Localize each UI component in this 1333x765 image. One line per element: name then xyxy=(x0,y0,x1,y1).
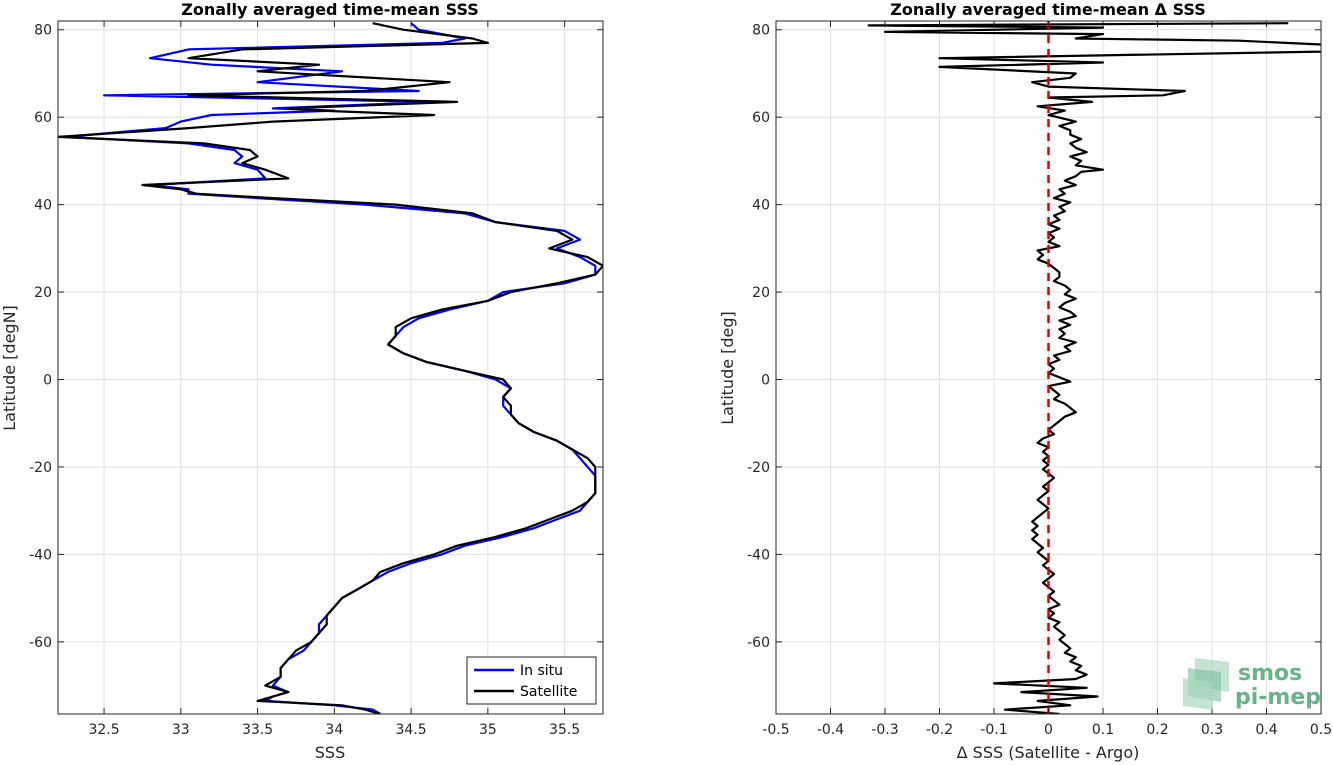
logo-mark-icon xyxy=(1183,658,1229,710)
sss-xtick-label: 32.5 xyxy=(88,722,119,738)
delta-sss-xtick-label: -0.4 xyxy=(817,722,844,738)
delta-sss-xtick-label: -0.5 xyxy=(762,722,789,738)
delta-sss-panel-ylabel: Latitude [deg] xyxy=(718,311,737,425)
sss-xtick-label: 35 xyxy=(479,722,497,738)
sss-xtick-label: 33.5 xyxy=(242,722,273,738)
legend-label-satellite: Satellite xyxy=(520,684,577,700)
sss-panel: Zonally averaged time-mean SSS 32.5 33 33.… xyxy=(0,0,604,762)
legend: In situ Satellite xyxy=(466,656,597,705)
sss-panel-ticks: 32.5 33 33.5 34 34.5 35 35.5 -60 -40 -20 0 20 40 60 80 xyxy=(29,21,603,738)
sss-panel-frame xyxy=(57,20,604,715)
sss-series-group xyxy=(58,22,603,714)
delta-sss-panel-ticks: -0.5 -0.4 -0.3 -0.2 -0.1 0 0.1 0.2 0.3 0.4 0.5 -60 -… xyxy=(747,21,1332,738)
sss-ytick-label: -60 xyxy=(29,635,52,651)
sss-ytick-label: 0 xyxy=(43,373,52,389)
sss-panel-xlabel: SSS xyxy=(315,743,345,762)
delta-sss-xtick-label: 0.5 xyxy=(1310,722,1332,738)
delta-sss-series-line-0 xyxy=(867,22,1321,714)
delta-sss-ytick-label: 40 xyxy=(752,198,770,214)
legend-label-in-situ: In situ xyxy=(520,663,563,679)
delta-sss-xtick-label: 0.3 xyxy=(1201,722,1223,738)
sss-xtick-label: 34 xyxy=(325,722,343,738)
sss-ytick-label: 80 xyxy=(34,23,52,39)
sss-panel-series xyxy=(58,22,603,714)
delta-sss-panel-title: Zonally averaged time-mean Δ SSS xyxy=(890,0,1206,19)
delta-sss-ytick-label: 60 xyxy=(752,110,770,126)
sss-ytick-label: 20 xyxy=(34,285,52,301)
delta-sss-xtick-label: -0.3 xyxy=(871,722,898,738)
sss-ytick-label: -20 xyxy=(29,460,52,476)
sss-xtick-label: 33 xyxy=(172,722,190,738)
sss-series-line-satellite xyxy=(58,22,603,714)
delta-sss-xtick-label: -0.1 xyxy=(980,722,1007,738)
sss-ytick-label: -40 xyxy=(29,547,52,563)
delta-sss-panel: Zonally averaged time-mean Δ SSS -0.5 -0.… xyxy=(718,0,1332,762)
sss-xtick-label: 34.5 xyxy=(396,722,427,738)
logo-text-pi-mep: pi-mep xyxy=(1235,685,1321,710)
sss-ytick-label: 40 xyxy=(34,198,52,214)
sss-ytick-label: 60 xyxy=(34,110,52,126)
legend-box xyxy=(466,656,597,705)
delta-sss-ytick-label: 0 xyxy=(761,373,770,389)
delta-sss-ytick-label: -40 xyxy=(747,547,770,563)
delta-sss-ytick-label: -20 xyxy=(747,460,770,476)
delta-sss-ytick-label: 20 xyxy=(752,285,770,301)
delta-sss-xtick-label: 0.4 xyxy=(1255,722,1277,738)
delta-sss-ytick-label: 80 xyxy=(752,23,770,39)
delta-sss-panel-series xyxy=(867,21,1321,714)
delta-sss-xtick-label: 0 xyxy=(1044,722,1053,738)
delta-sss-ytick-label: -60 xyxy=(747,635,770,651)
logo-text-smos: smos xyxy=(1238,661,1302,686)
delta-sss-series-group xyxy=(867,21,1321,714)
delta-sss-xtick-label: 0.1 xyxy=(1092,722,1114,738)
sss-xtick-label: 35.5 xyxy=(549,722,580,738)
delta-sss-panel-xlabel: Δ SSS (Satellite - Argo) xyxy=(957,743,1140,762)
sss-panel-ylabel: Latitude [degN] xyxy=(0,305,19,431)
smos-pi-mep-logo: smos pi-mep xyxy=(1183,656,1328,711)
delta-sss-xtick-label: -0.2 xyxy=(926,722,953,738)
delta-sss-xtick-label: 0.2 xyxy=(1146,722,1168,738)
sss-panel-title: Zonally averaged time-mean SSS xyxy=(181,0,479,19)
